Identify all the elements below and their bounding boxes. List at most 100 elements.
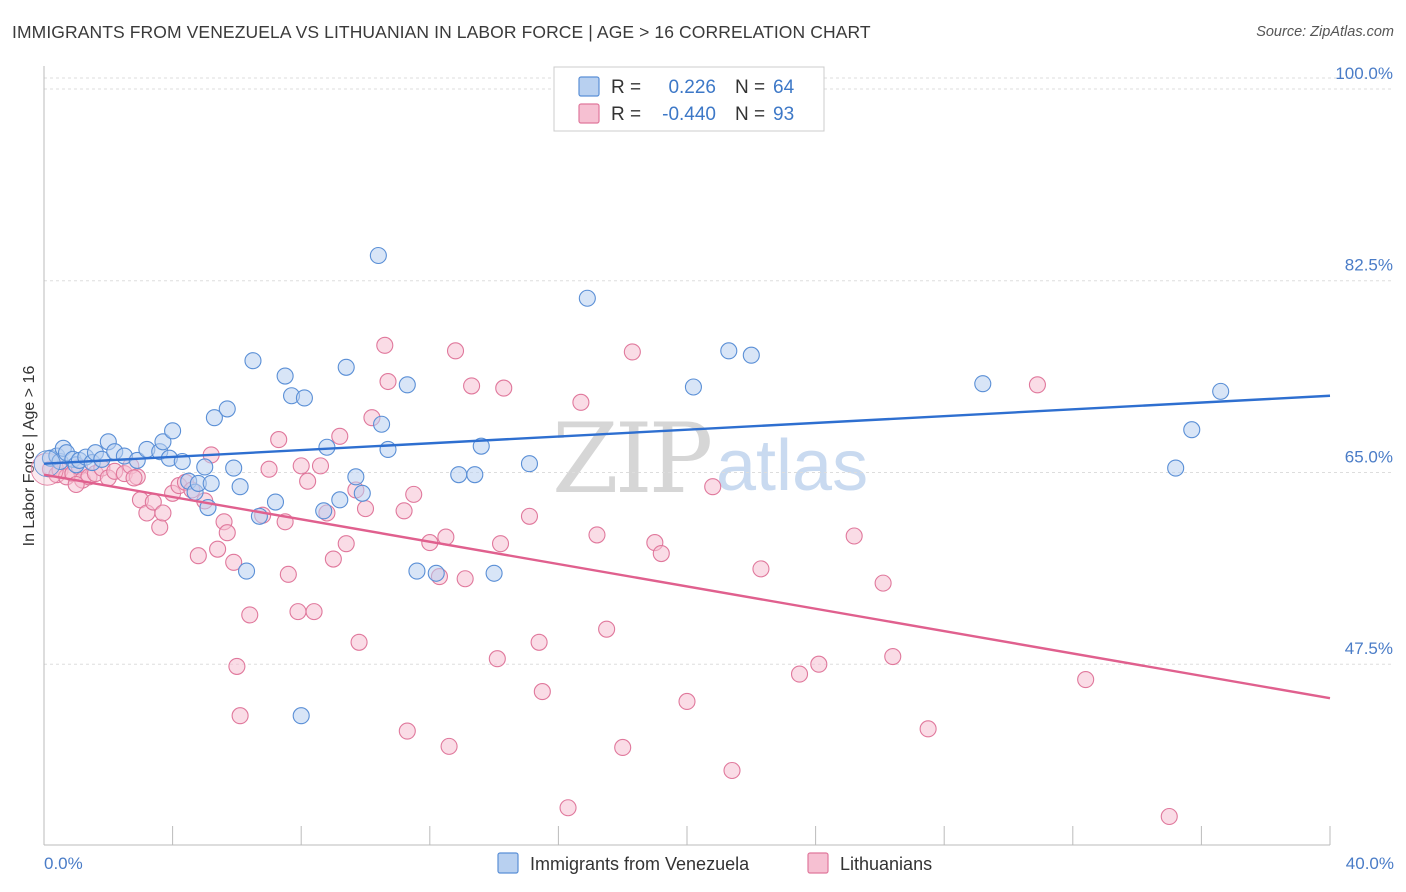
venezuela-point <box>450 466 468 484</box>
lithuanians-point <box>446 342 465 360</box>
lithuanians-point <box>588 526 606 544</box>
venezuela-point <box>578 289 596 307</box>
lithuanians-point <box>491 535 510 553</box>
venezuela-point <box>974 375 992 393</box>
venezuela-point <box>353 484 371 502</box>
legend-r-label-2: R = <box>611 104 641 125</box>
venezuela-point <box>196 458 214 476</box>
legend-n-value-1: 64 <box>773 77 795 98</box>
legend-item-lithuanians: Lithuanians <box>840 854 932 874</box>
venezuela-point <box>742 346 760 364</box>
lithuanians-point <box>1077 670 1095 689</box>
venezuela-point <box>276 367 294 385</box>
venezuela-point <box>205 409 223 427</box>
legend-swatch-venezuela <box>578 76 600 97</box>
x-tick-label-max: 40.0% <box>1346 854 1394 873</box>
venezuela-point <box>369 246 387 265</box>
lithuanians-point <box>231 707 249 725</box>
chart-title: IMMIGRANTS FROM VENEZUELA VS LITHUANIAN … <box>12 22 871 42</box>
lithuanians-point <box>209 540 227 558</box>
lithuanians-point <box>614 738 632 757</box>
lithuanians-point <box>289 603 307 621</box>
lithuanians-point <box>919 720 937 738</box>
lithuanians-point <box>376 336 394 354</box>
lithuanians-point <box>752 560 770 578</box>
venezuela-point <box>373 415 391 433</box>
lithuanians-point <box>331 427 349 445</box>
venezuela-point <box>237 562 256 580</box>
lithuanians-point <box>225 553 243 571</box>
lithuanians-point <box>260 460 278 478</box>
y-tick-label: 100.0% <box>1335 64 1393 83</box>
legend-item-venezuela: Immigrants from Venezuela <box>530 854 750 874</box>
venezuela-point <box>1167 459 1185 477</box>
venezuela-point <box>485 564 503 582</box>
venezuela-point <box>331 491 349 509</box>
lithuanians-point <box>463 377 481 395</box>
lithuanians-point <box>395 502 413 520</box>
venezuela-point <box>295 389 313 407</box>
venezuela-point <box>231 478 249 496</box>
venezuela-point <box>1212 382 1230 400</box>
lithuanians-point <box>324 550 342 568</box>
venezuela-point <box>244 352 262 370</box>
lithuanians-point <box>456 570 474 588</box>
lithuanians-trend-line <box>43 473 1331 700</box>
lithuanians-point <box>350 633 368 651</box>
venezuela-point <box>218 400 236 418</box>
venezuela-point <box>347 468 365 486</box>
lithuanians-point <box>488 650 506 668</box>
lithuanians-point <box>440 737 458 755</box>
legend-n-label-1: N = <box>735 77 765 98</box>
y-tick-label: 47.5% <box>1345 639 1393 658</box>
venezuela-point <box>292 707 310 725</box>
lithuanians-point <box>652 544 670 563</box>
lithuanians-point <box>790 665 809 683</box>
lithuanians-point <box>299 472 317 490</box>
lithuanians-point <box>125 469 143 487</box>
lithuanians-point <box>189 547 207 565</box>
lithuanians-point <box>337 535 355 553</box>
y-tick-label: 82.5% <box>1345 256 1393 275</box>
legend-r-value-1: 0.226 <box>668 77 716 98</box>
venezuela-point <box>427 564 445 582</box>
venezuela-point <box>266 493 285 511</box>
lithuanians-point <box>533 683 551 701</box>
watermark-atlas: atlas <box>716 426 868 506</box>
lithuanians-point <box>810 655 828 673</box>
venezuela-point <box>337 358 355 376</box>
lithuanians-point <box>1160 807 1178 826</box>
lithuanians-point <box>723 761 741 780</box>
source-credit: Source: ZipAtlas.com <box>1256 24 1394 40</box>
legend-r-label-1: R = <box>611 77 641 98</box>
lithuanians-point <box>520 507 539 525</box>
lithuanians-point <box>241 606 259 624</box>
legend-item-venezuela-swatch <box>497 852 519 874</box>
venezuela-point <box>1183 421 1201 439</box>
legend-n-value-2: 93 <box>773 104 794 125</box>
venezuela-point <box>164 422 182 440</box>
lithuanians-point <box>279 565 297 583</box>
lithuanians-point <box>405 485 423 503</box>
venezuela-point <box>398 376 416 394</box>
lithuanians-point <box>379 372 397 391</box>
lithuanians-point <box>356 500 375 518</box>
lithuanians-point <box>311 457 330 475</box>
lithuanians-point <box>292 457 310 475</box>
legend-item-lithuanians-swatch <box>807 852 829 874</box>
venezuela-point <box>154 433 172 451</box>
watermark-zip: ZIP <box>552 403 711 515</box>
y-tick-labels: 47.5% 65.0% 82.5% 100.0% <box>1335 64 1393 658</box>
y-tick-label: 65.0% <box>1345 447 1393 466</box>
venezuela-point <box>720 342 738 360</box>
venezuela-point <box>379 440 397 458</box>
venezuela-point <box>128 451 146 469</box>
venezuela-point <box>684 378 702 396</box>
venezuela-point <box>315 502 333 520</box>
lithuanians-point <box>151 518 169 536</box>
lithuanians-point <box>270 431 288 449</box>
lithuanians-point <box>228 657 246 675</box>
venezuela-trend-line <box>43 394 1331 465</box>
lithuanians-point <box>305 603 323 621</box>
